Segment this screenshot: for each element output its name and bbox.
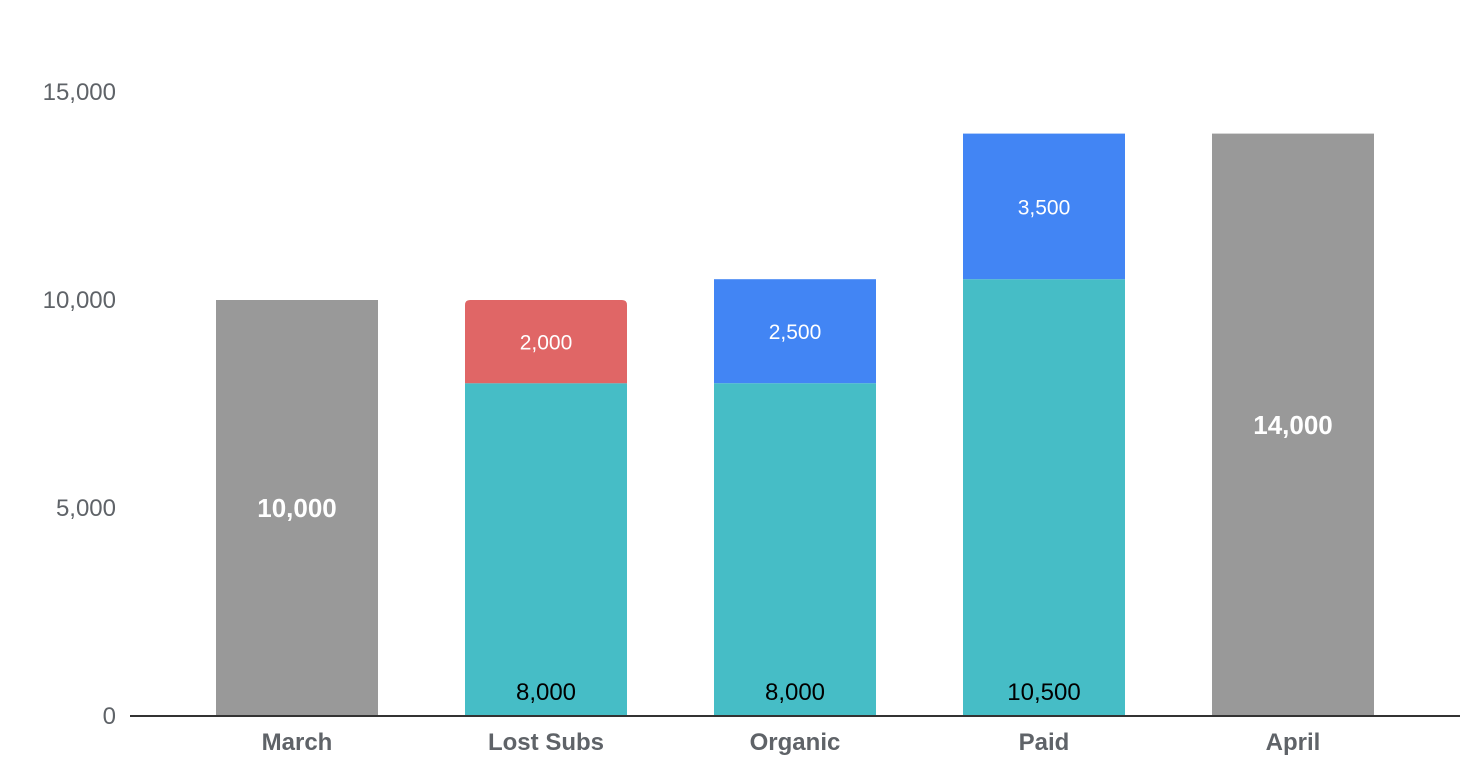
bar-value-label: 8,000 — [516, 679, 576, 706]
x-category-label: March — [262, 729, 333, 756]
bar-segment — [963, 279, 1125, 716]
bar-series: 10,000 8,000 2,000 8,000 2,500 10,500 3,500 14,… — [216, 133, 1374, 717]
bar-value-label: 2,000 — [520, 332, 573, 355]
bar-segment — [714, 279, 876, 384]
bar-group: 10,500 3,500 — [963, 133, 1125, 716]
bar-segment — [963, 133, 1125, 280]
bar-segment — [465, 300, 627, 384]
y-axis-ticks: 0 5,000 10,000 15,000 — [43, 79, 116, 730]
bar-value-label: 10,500 — [1007, 679, 1080, 706]
y-tick-label: 15,000 — [43, 79, 116, 106]
bar-value-label: 3,500 — [1018, 196, 1071, 219]
x-category-label: April — [1266, 729, 1321, 756]
y-tick-label: 10,000 — [43, 287, 116, 314]
bar-value-label: 8,000 — [765, 679, 825, 706]
bar-group: 8,000 2,000 — [465, 300, 627, 716]
x-axis-categories: March Lost Subs Organic Paid April — [262, 729, 1321, 756]
y-tick-label: 5,000 — [56, 495, 116, 522]
y-tick-label: 0 — [103, 703, 116, 730]
bar-segment — [216, 300, 378, 716]
bar-value-label: 14,000 — [1253, 410, 1333, 440]
x-category-label: Organic — [750, 729, 841, 756]
bar-group: 14,000 — [1212, 133, 1374, 717]
bar-value-label: 10,000 — [257, 493, 337, 523]
bar-segment — [465, 383, 627, 716]
bar-group: 10,000 — [216, 300, 378, 716]
bar-segment — [1212, 133, 1374, 717]
bar-segment — [714, 383, 876, 716]
bar-value-label: 2,500 — [769, 321, 822, 344]
x-category-label: Lost Subs — [488, 729, 604, 756]
x-category-label: Paid — [1019, 729, 1070, 756]
bar-group: 8,000 2,500 — [714, 279, 876, 716]
